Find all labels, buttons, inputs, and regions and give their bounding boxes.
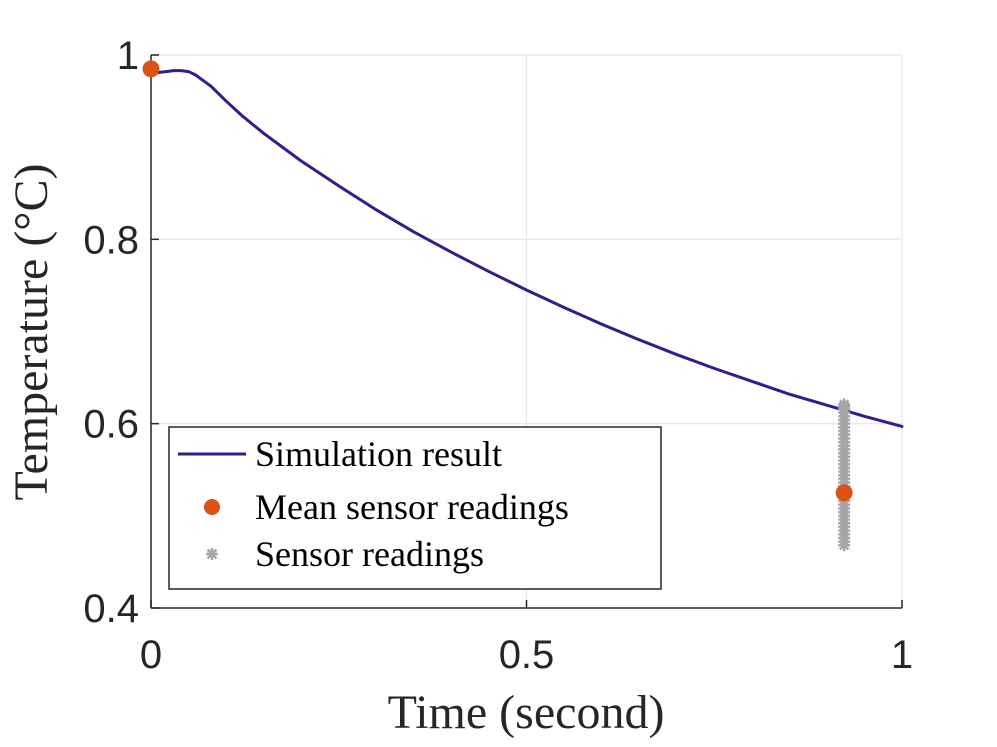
y-tick-label-0: 0.4 xyxy=(83,587,139,631)
mean-sensor-reading-point-1 xyxy=(835,484,853,502)
x-tick-label-1: 0.5 xyxy=(499,633,555,677)
mean-sensor-reading-point-0 xyxy=(142,60,160,78)
data-series xyxy=(142,60,904,552)
y-tick-label-2: 0.8 xyxy=(83,218,139,262)
tick-labels: 0 0.5 1 0.4 0.6 0.8 1 xyxy=(83,34,913,677)
y-tick-label-1: 0.6 xyxy=(83,403,139,447)
legend: Simulation result Mean sensor readings S… xyxy=(168,426,662,590)
legend-sensor-marker xyxy=(206,548,218,560)
legend-mean-marker xyxy=(204,499,220,515)
legend-mean-label: Mean sensor readings xyxy=(255,487,569,527)
tick-marks xyxy=(150,54,903,609)
sensor-reading-point-39 xyxy=(838,398,851,411)
legend-simulation-label: Simulation result xyxy=(255,434,502,474)
x-tick-label-0: 0 xyxy=(140,633,162,677)
y-tick-label-3: 1 xyxy=(117,34,139,78)
legend-box xyxy=(168,426,662,590)
simulation-result-line xyxy=(149,69,904,428)
sensor-reading-stroke xyxy=(839,399,850,410)
x-tick-label-2: 1 xyxy=(891,633,913,677)
legend-sensor-label: Sensor readings xyxy=(255,534,484,574)
x-axis-label: Time (second) xyxy=(388,686,665,739)
y-axis-label: Temperature (°C) xyxy=(5,163,58,500)
